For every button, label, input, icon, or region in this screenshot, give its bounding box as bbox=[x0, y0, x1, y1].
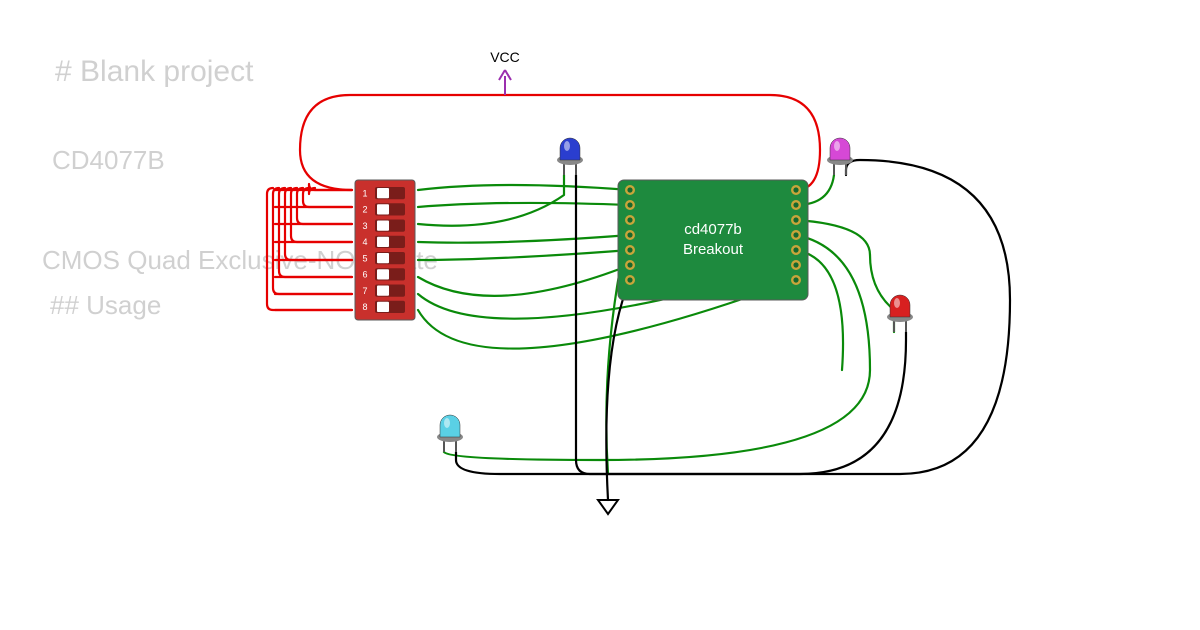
breakout-hole-l4 bbox=[627, 232, 632, 237]
breakout-hole-r3 bbox=[793, 217, 798, 222]
breakout-board bbox=[618, 180, 808, 300]
dip-number-1: 1 bbox=[362, 188, 367, 198]
breakout-label-1: cd4077b bbox=[684, 221, 742, 238]
breakout-hole-l1 bbox=[627, 187, 632, 192]
breakout-hole-l3 bbox=[627, 217, 632, 222]
breakout-hole-l6 bbox=[627, 262, 632, 267]
dip-knob-3[interactable] bbox=[377, 221, 389, 231]
gnd-symbol bbox=[598, 500, 618, 514]
breakout-label-2: Breakout bbox=[683, 241, 744, 258]
breakout-hole-r1 bbox=[793, 187, 798, 192]
dip-knob-5[interactable] bbox=[377, 253, 389, 263]
wire-signal-0 bbox=[418, 185, 630, 190]
breakout-hole-r5 bbox=[793, 247, 798, 252]
vcc-label: VCC bbox=[490, 49, 520, 65]
wire-signal-2 bbox=[418, 175, 564, 226]
dip-knob-7[interactable] bbox=[377, 286, 389, 296]
wire-vcc-0 bbox=[300, 95, 505, 190]
wire-signal-5 bbox=[418, 265, 630, 296]
dip-input-loop-4 bbox=[291, 188, 352, 242]
breakout-hole-r2 bbox=[793, 202, 798, 207]
dip-number-5: 5 bbox=[362, 253, 367, 263]
breakout-hole-r7 bbox=[793, 277, 798, 282]
dip-switch-body bbox=[355, 180, 415, 320]
wire-gnd-3 bbox=[608, 332, 906, 474]
wire-signal-1 bbox=[418, 203, 630, 207]
dip-knob-4[interactable] bbox=[377, 237, 389, 247]
breakout-hole-l5 bbox=[627, 247, 632, 252]
dip-knob-6[interactable] bbox=[377, 269, 389, 279]
led-red bbox=[887, 295, 913, 332]
dip-knob-8[interactable] bbox=[377, 302, 389, 312]
breakout-hole-l7 bbox=[627, 277, 632, 282]
breakout-hole-r4 bbox=[793, 232, 798, 237]
led-magenta bbox=[827, 138, 853, 175]
breakout-hole-r6 bbox=[793, 262, 798, 267]
dip-knob-1[interactable] bbox=[377, 188, 389, 198]
wire-signal-3 bbox=[418, 235, 630, 243]
wire-signal-4 bbox=[418, 250, 630, 260]
dip-knob-2[interactable] bbox=[377, 204, 389, 214]
dip-number-2: 2 bbox=[362, 205, 367, 215]
dip-number-6: 6 bbox=[362, 270, 367, 280]
wire-gnd-4 bbox=[456, 452, 608, 474]
wire-gnd-1 bbox=[576, 175, 608, 474]
dip-number-4: 4 bbox=[362, 237, 367, 247]
led-blue bbox=[557, 138, 583, 175]
breakout-hole-l2 bbox=[627, 202, 632, 207]
dip-number-3: 3 bbox=[362, 221, 367, 231]
wire-vcc-1 bbox=[505, 95, 820, 190]
dip-number-7: 7 bbox=[362, 286, 367, 296]
dip-number-8: 8 bbox=[362, 302, 367, 312]
dip-input-loop-1 bbox=[309, 184, 352, 194]
wire-signal-10 bbox=[870, 255, 894, 332]
led-cyan bbox=[437, 415, 463, 452]
schematic-canvas: ON12345678cd4077bBreakoutVCC bbox=[0, 0, 1200, 630]
wire-gnd-0 bbox=[606, 280, 630, 500]
